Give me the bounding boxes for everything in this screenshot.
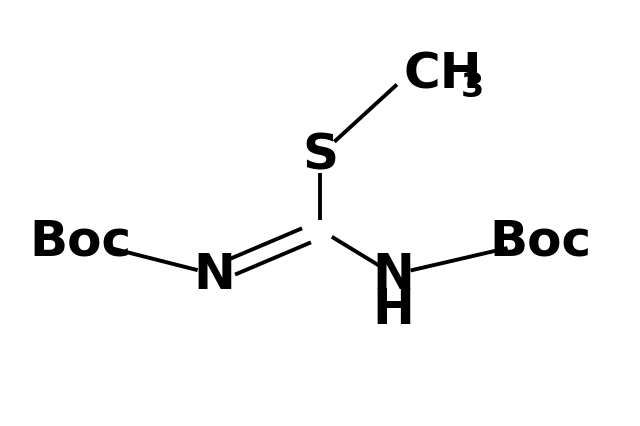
Text: CH: CH bbox=[403, 51, 482, 98]
Text: N: N bbox=[193, 251, 236, 299]
Text: N: N bbox=[372, 251, 415, 299]
Text: Boc: Boc bbox=[29, 217, 131, 265]
Text: S: S bbox=[302, 132, 338, 179]
Text: 3: 3 bbox=[461, 71, 484, 104]
Text: H: H bbox=[372, 285, 415, 333]
Text: Boc: Boc bbox=[490, 217, 592, 265]
